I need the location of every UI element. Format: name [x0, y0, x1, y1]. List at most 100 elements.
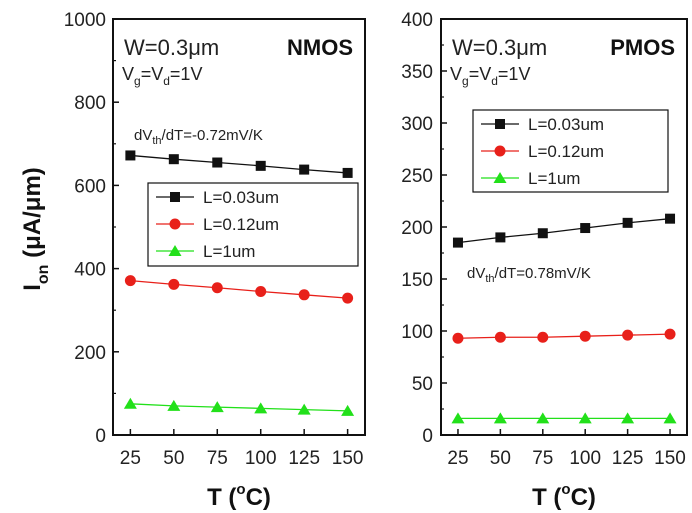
y-tick-label: 400	[74, 260, 106, 281]
slope-annotation: dVth/dT=0.78mV/K	[467, 265, 591, 285]
series-line	[130, 280, 348, 299]
series-line	[457, 218, 671, 244]
x-tick-label: 125	[612, 448, 644, 469]
legend-label: L=0.03um	[528, 115, 604, 134]
data-point	[621, 412, 635, 424]
y-tick-label: 250	[401, 166, 433, 187]
data-point	[622, 217, 633, 228]
legend: L=0.03um L=0.12um L=1um	[147, 182, 359, 267]
series-line	[130, 154, 348, 174]
legend: L=0.03um L=0.12um L=1um	[472, 109, 669, 193]
x-tick-label: 75	[207, 448, 228, 469]
data-point	[580, 223, 591, 234]
series-triangle	[451, 412, 677, 424]
legend-marker	[493, 172, 507, 183]
y-tick-label: 800	[74, 93, 106, 114]
legend-marker	[494, 145, 506, 157]
data-point	[255, 285, 267, 297]
data-point	[167, 399, 181, 411]
y-tick-label: 200	[401, 218, 433, 239]
data-point	[297, 403, 311, 415]
legend-marker	[170, 192, 180, 202]
slope-annotation: dVth/dT=-0.72mV/K	[134, 127, 263, 147]
bias-annotation: Vg=Vd=1V	[122, 64, 202, 88]
data-point	[536, 412, 550, 424]
y-tick-label: 100	[401, 322, 433, 343]
x-tick-label: 75	[532, 448, 553, 469]
x-axis-label: T (oC)	[532, 481, 596, 511]
data-point	[298, 289, 310, 301]
data-point	[168, 278, 180, 290]
legend-marker	[169, 218, 181, 230]
legend-marker	[168, 245, 182, 256]
x-tick-label: 50	[163, 448, 184, 469]
x-tick-label: 25	[120, 448, 141, 469]
pmos-panel: 0 50 100 150 200 250 300 350 400 25 50 75 100 125 150 T…	[401, 10, 688, 511]
y-axis-label: Ion (μA/μm)	[19, 167, 52, 291]
y-tick-label: 0	[95, 426, 106, 447]
x-tick-label: 100	[245, 448, 277, 469]
series-circle	[452, 328, 676, 344]
legend-marker	[495, 119, 505, 129]
data-point	[212, 157, 223, 168]
y-tick-label: 1000	[64, 10, 106, 31]
data-point	[537, 331, 549, 343]
legend-label: L=1um	[528, 169, 580, 188]
width-annotation: W=0.3μm	[124, 35, 219, 60]
data-point	[342, 167, 353, 178]
width-annotation: W=0.3μm	[452, 35, 547, 60]
data-point	[254, 402, 268, 414]
data-point	[537, 228, 548, 239]
x-tick-label: 150	[332, 448, 364, 469]
data-point	[211, 282, 223, 294]
panel-title: NMOS	[287, 35, 353, 60]
bias-annotation: Vg=Vd=1V	[450, 64, 530, 88]
y-tick-label: 200	[74, 343, 106, 364]
data-point	[664, 328, 676, 340]
x-tick-label: 50	[490, 448, 511, 469]
data-point	[495, 232, 506, 243]
data-point	[123, 397, 137, 409]
x-axis-label: T (oC)	[207, 481, 271, 511]
y-tick-label: 400	[401, 10, 433, 31]
data-point	[622, 329, 634, 341]
legend-label: L=0.12um	[528, 142, 604, 161]
x-tick-label: 25	[447, 448, 468, 469]
data-point	[578, 412, 592, 424]
data-point	[124, 275, 136, 287]
data-point	[341, 404, 355, 416]
series-square	[452, 213, 676, 248]
y-tick-label: 50	[412, 374, 433, 395]
data-point	[255, 160, 266, 171]
legend-label: L=0.12um	[203, 215, 279, 234]
data-point	[494, 331, 506, 343]
series-line	[457, 333, 671, 339]
data-point	[451, 412, 465, 424]
data-point	[579, 330, 591, 342]
x-tick-label: 125	[288, 448, 320, 469]
y-tick-label: 350	[401, 62, 433, 83]
data-point	[663, 412, 677, 424]
series-triangle	[123, 397, 355, 416]
series-circle	[124, 275, 354, 304]
data-point	[493, 412, 507, 424]
y-tick-label: 0	[422, 426, 433, 447]
legend-label: L=0.03um	[203, 188, 279, 207]
y-tick-label: 150	[401, 270, 433, 291]
y-tick-label: 300	[401, 114, 433, 135]
series-line	[130, 403, 348, 412]
panel-title: PMOS	[610, 35, 675, 60]
series-square	[125, 150, 353, 178]
data-point	[125, 150, 136, 161]
data-point	[299, 164, 310, 175]
x-tick-label: 150	[654, 448, 686, 469]
data-point	[452, 237, 463, 248]
legend-label: L=1um	[203, 242, 255, 261]
data-point	[665, 213, 676, 224]
nmos-panel: 0 200 400 600 800 1000 25 50 75 100 125 150 T (oC) Io…	[19, 10, 366, 511]
data-point	[452, 332, 464, 344]
data-point	[342, 292, 354, 304]
y-tick-label: 600	[74, 176, 106, 197]
data-point	[168, 154, 179, 165]
